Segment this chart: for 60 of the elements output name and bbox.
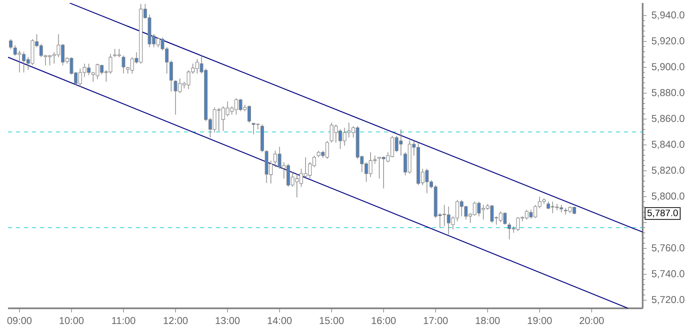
y-tick-label: 5,840.0	[652, 140, 684, 150]
candlestick	[446, 206, 450, 235]
candlestick	[186, 70, 190, 90]
candlestick	[508, 222, 512, 240]
candlestick	[217, 108, 221, 132]
y-tick-label: 5,860.0	[652, 114, 684, 124]
candlestick	[555, 204, 559, 211]
candlestick	[382, 156, 386, 189]
x-tick-label: 12:00	[164, 317, 188, 324]
annotation: 5,787.0	[647, 210, 678, 218]
candlestick	[295, 173, 299, 198]
candlestick	[247, 105, 251, 124]
candlestick	[18, 50, 22, 73]
x-tick-label: 17:00	[424, 317, 448, 324]
candlestick	[477, 201, 481, 217]
x-tick-label: 19:00	[528, 317, 552, 324]
x-tick-label: 14:00	[268, 317, 292, 324]
candlestick	[330, 122, 334, 143]
candlestick	[399, 129, 403, 156]
candlestick	[368, 152, 372, 178]
y-tick-label: 5,760.0	[652, 244, 684, 253]
y-tick-label: 5,880.0	[652, 89, 684, 98]
candlestick	[13, 44, 17, 56]
candlestick	[334, 124, 338, 143]
candlestick	[9, 38, 13, 50]
candlestick	[347, 122, 351, 138]
candlestick	[490, 204, 494, 224]
candlestick	[238, 98, 242, 112]
y-tick-label: 5,940.0	[652, 11, 684, 20]
candlestick	[264, 150, 268, 184]
candlestick	[122, 55, 126, 74]
y-tick-label: 5,820.0	[652, 166, 684, 175]
candlestick	[394, 136, 398, 153]
candlestick	[342, 127, 346, 146]
x-tick-label: 16:00	[372, 317, 396, 324]
candlestick	[278, 146, 282, 170]
candlestick	[226, 101, 230, 117]
x-tick-label: 09:00	[7, 317, 32, 324]
x-tick-label: 18:00	[476, 317, 500, 324]
x-tick-label: 20:00	[580, 317, 604, 324]
candlestick	[39, 44, 43, 58]
candlestick	[96, 63, 100, 80]
candlestick	[503, 212, 507, 225]
y-tick-label: 5,900.0	[652, 63, 684, 72]
candlestick	[30, 38, 34, 66]
x-tick-label: 13:00	[216, 317, 240, 324]
candlestick	[212, 107, 216, 133]
y-tick-label: 5,920.0	[652, 37, 684, 46]
x-tick-label: 11:00	[112, 317, 136, 324]
candlestick	[460, 200, 464, 217]
y-tick-label: 5,720.0	[652, 296, 684, 304]
candlestick	[425, 168, 429, 194]
x-tick-label: 15:00	[320, 317, 344, 324]
x-tick-label: 10:00	[60, 317, 84, 324]
y-tick-label: 5,740.0	[652, 270, 684, 278]
candlestick	[108, 54, 112, 74]
candlestick	[174, 80, 178, 115]
candlestick	[516, 216, 520, 232]
y-tick-label: 5,800.0	[652, 192, 684, 201]
candlestick	[464, 206, 468, 220]
